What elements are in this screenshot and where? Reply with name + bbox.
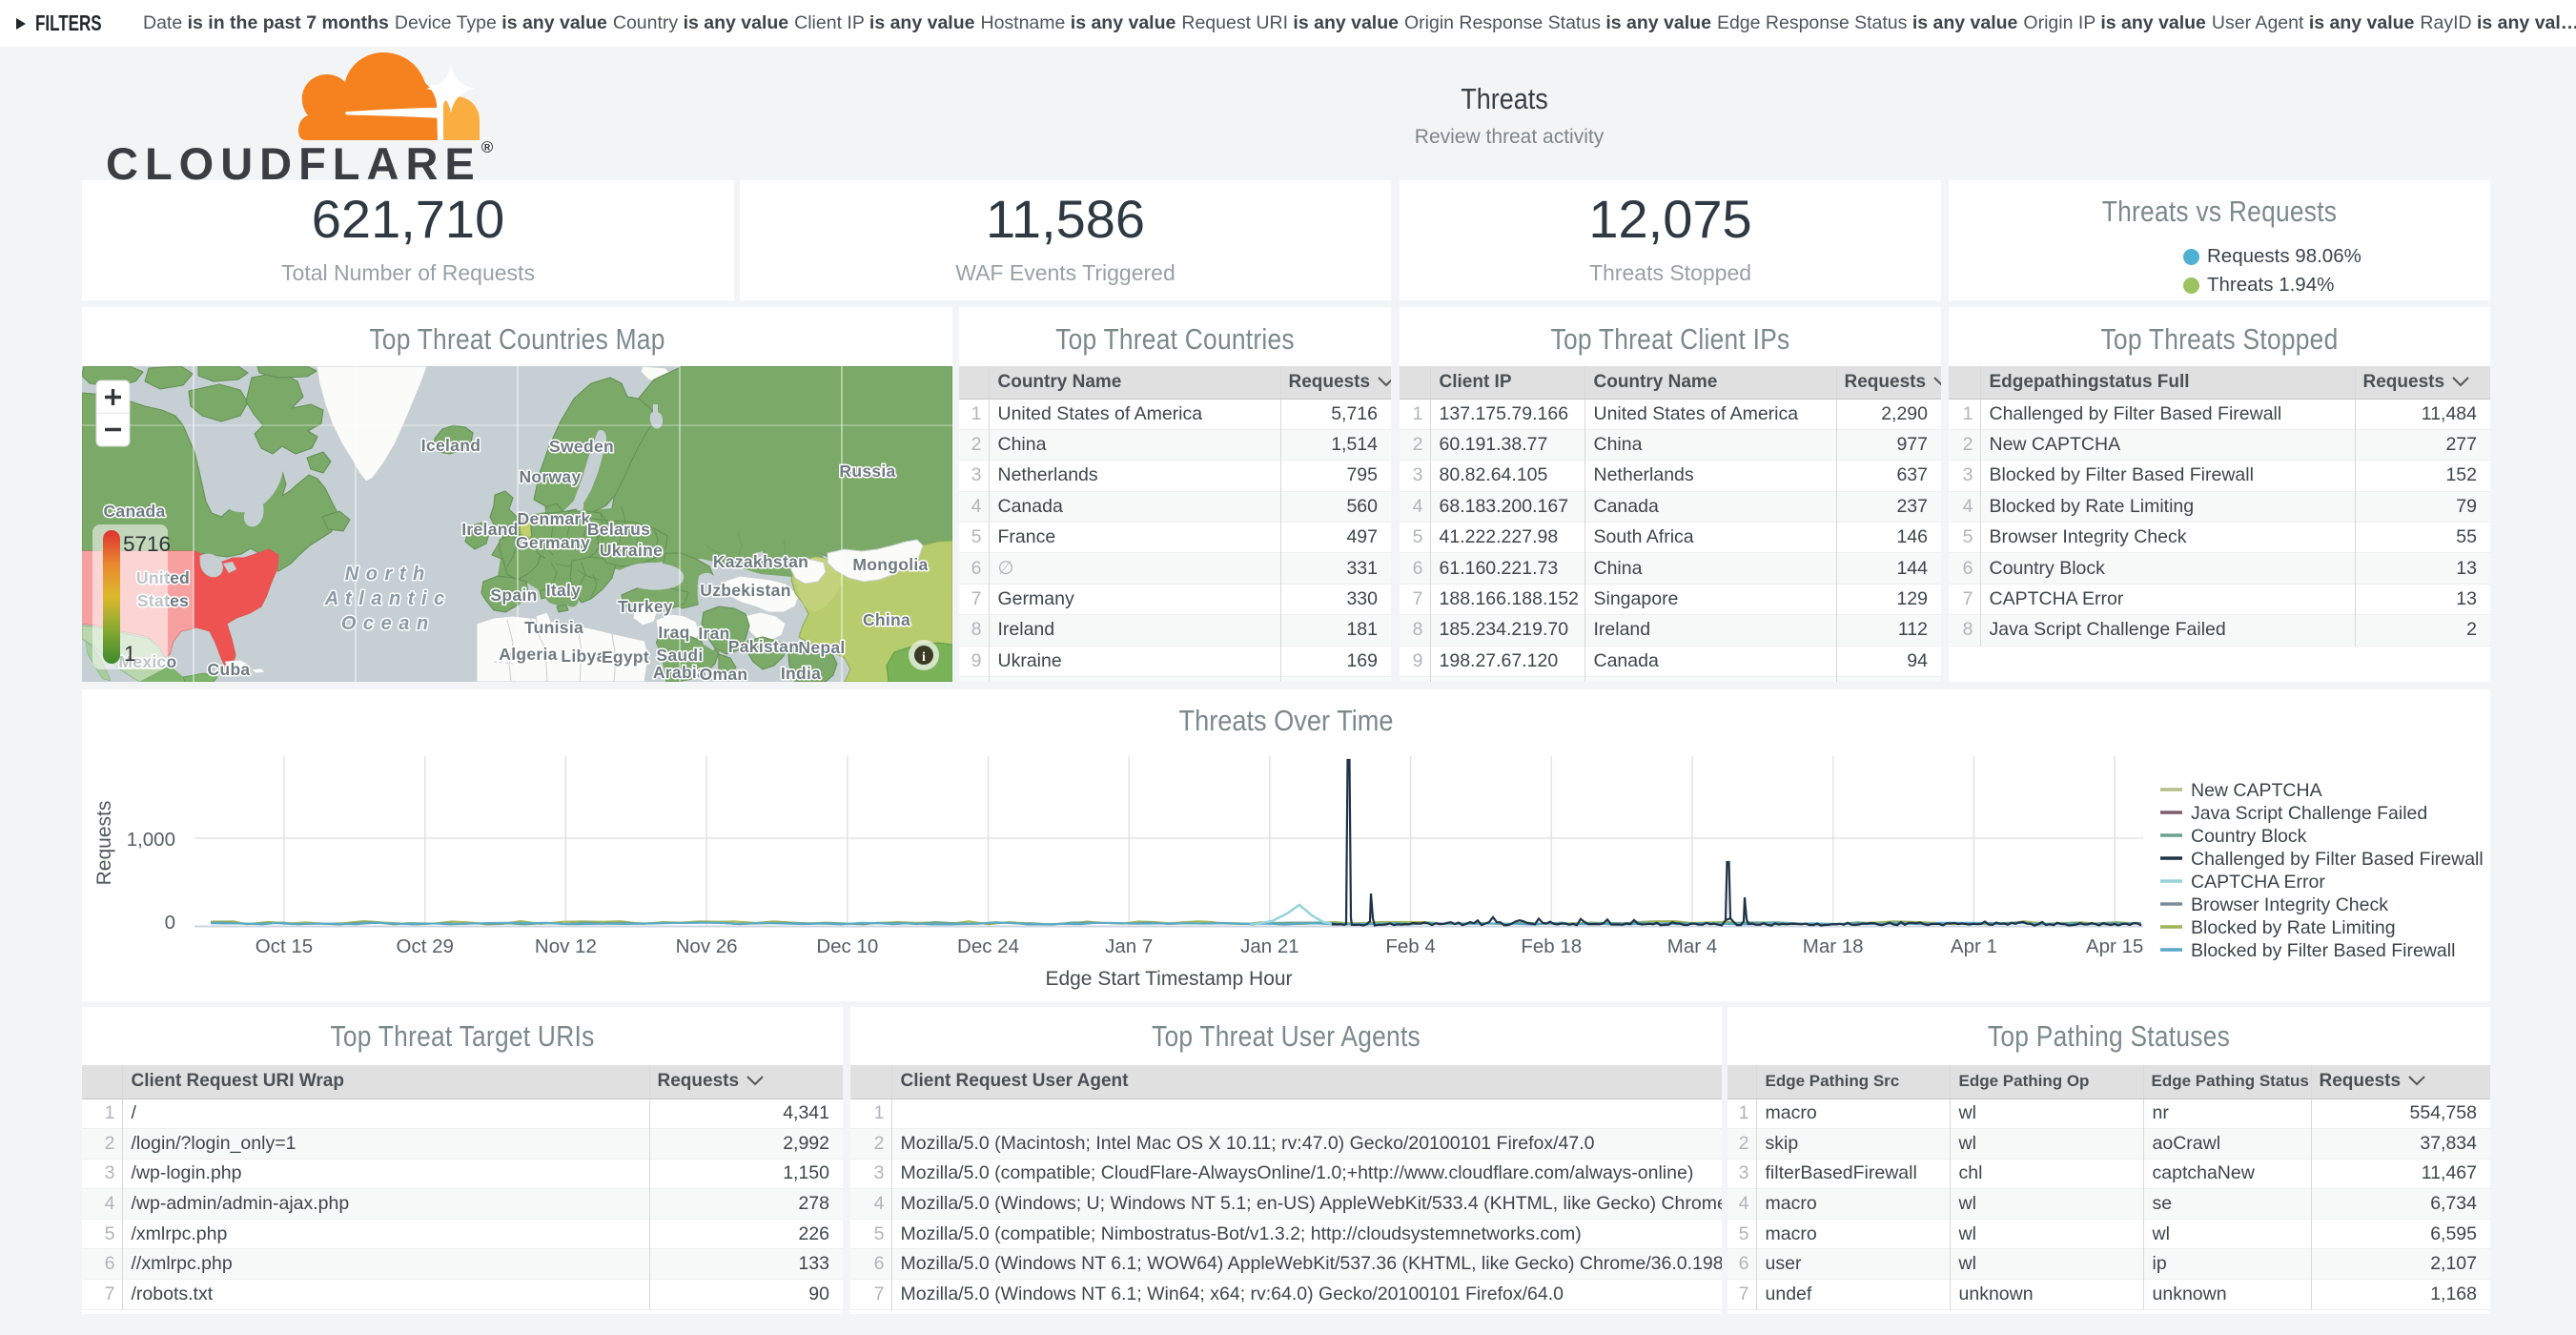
svg-text:New CAPTCHA: New CAPTCHA (2191, 780, 2322, 801)
svg-text:Oct 15: Oct 15 (256, 935, 313, 957)
svg-text:Blocked by Filter Based Firewa: Blocked by Filter Based Firewall (2191, 940, 2455, 961)
svg-text:Nov 26: Nov 26 (676, 935, 738, 957)
svg-text:Oman: Oman (700, 665, 748, 682)
svg-text:O c e a n: O c e a n (341, 613, 429, 634)
svg-text:Feb 4: Feb 4 (1385, 935, 1435, 957)
svg-text:China: China (863, 610, 910, 629)
svg-text:Tunisia: Tunisia (524, 618, 583, 637)
svg-text:Libya: Libya (561, 647, 605, 666)
svg-text:Russia: Russia (839, 462, 895, 481)
svg-text:Spain: Spain (490, 585, 537, 605)
svg-text:Norway: Norway (519, 467, 581, 486)
svg-text:Mar 4: Mar 4 (1667, 935, 1717, 957)
svg-text:Blocked by Rate Limiting: Blocked by Rate Limiting (2191, 917, 2396, 938)
svg-text:Uzbekistan: Uzbekistan (700, 581, 790, 600)
svg-text:Pakistan: Pakistan (728, 637, 799, 656)
svg-text:1,000: 1,000 (127, 829, 175, 851)
svg-text:Ukraine: Ukraine (600, 541, 663, 560)
svg-text:Java Script Challenge Failed: Java Script Challenge Failed (2191, 803, 2427, 824)
svg-text:Italy: Italy (546, 581, 582, 600)
svg-text:Browser Integrity Check: Browser Integrity Check (2191, 894, 2388, 915)
svg-text:Requests: Requests (93, 801, 115, 886)
svg-text:Dec 24: Dec 24 (957, 935, 1019, 957)
svg-text:Arabia: Arabia (653, 663, 706, 682)
svg-text:CAPTCHA Error: CAPTCHA Error (2191, 872, 2325, 893)
svg-text:Jan 21: Jan 21 (1240, 935, 1299, 957)
svg-text:Turkey: Turkey (618, 597, 673, 616)
svg-text:Edge Start Timestamp Hour: Edge Start Timestamp Hour (1045, 968, 1292, 990)
svg-text:Ireland: Ireland (461, 520, 518, 539)
svg-text:i: i (922, 650, 926, 665)
svg-text:Oct 29: Oct 29 (397, 935, 454, 957)
svg-text:N o r t h: N o r t h (345, 564, 426, 585)
svg-text:Challenged by Filter Based Fir: Challenged by Filter Based Firewall (2191, 849, 2484, 870)
svg-text:Cuba: Cuba (208, 660, 251, 679)
svg-text:Threats Over Time: Threats Over Time (1179, 704, 1394, 737)
svg-text:A t l a n t i c: A t l a n t i c (324, 588, 446, 609)
svg-text:Iceland: Iceland (421, 436, 480, 455)
svg-text:Nepal: Nepal (798, 638, 845, 657)
svg-text:Mar 18: Mar 18 (1803, 935, 1864, 957)
svg-text:1: 1 (124, 642, 136, 666)
svg-text:Egypt: Egypt (602, 647, 649, 667)
svg-text:Sweden: Sweden (549, 437, 614, 456)
svg-text:5716: 5716 (123, 532, 171, 556)
svg-text:Iran: Iran (698, 624, 729, 643)
svg-text:Apr 15: Apr 15 (2086, 935, 2143, 957)
svg-text:0: 0 (165, 912, 175, 934)
svg-text:Jan 7: Jan 7 (1105, 935, 1153, 957)
svg-text:Algeria: Algeria (499, 645, 557, 664)
svg-text:Denmark: Denmark (518, 509, 591, 528)
svg-text:Kazakhstan: Kazakhstan (713, 552, 808, 571)
svg-text:Apr 1: Apr 1 (1951, 935, 1997, 957)
svg-text:Belarus: Belarus (587, 520, 650, 539)
svg-text:Germany: Germany (516, 533, 590, 552)
svg-text:India: India (781, 664, 821, 682)
svg-text:Feb 18: Feb 18 (1521, 935, 1582, 957)
svg-text:Nov 12: Nov 12 (535, 935, 597, 957)
svg-text:Dec 10: Dec 10 (816, 935, 878, 957)
svg-text:Iraq: Iraq (658, 623, 689, 642)
svg-text:Country Block: Country Block (2191, 826, 2307, 847)
svg-text:Canada: Canada (103, 502, 165, 521)
svg-text:Saudi: Saudi (656, 646, 703, 665)
svg-text:Mongolia: Mongolia (852, 555, 928, 574)
